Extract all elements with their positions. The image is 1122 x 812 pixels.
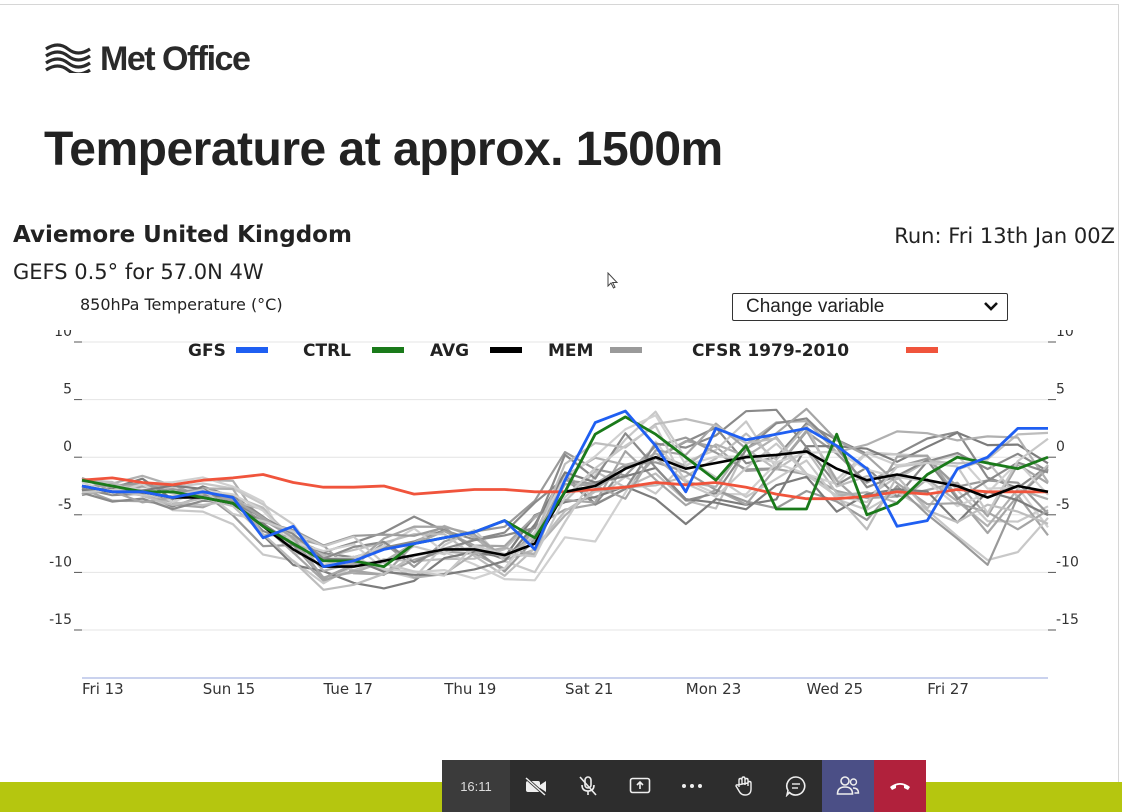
mem-series-line: [81, 435, 1049, 579]
legend-label: MEM: [548, 341, 593, 361]
y-tick-label-left: 5: [63, 382, 72, 398]
location-title: Aviemore United Kingdom: [13, 222, 352, 248]
y-tick-label-left: 0: [63, 439, 72, 455]
variable-label: 850hPa Temperature (°C): [80, 295, 283, 314]
model-label: GEFS 0.5° for 57.0N 4W: [13, 260, 264, 284]
camera-button[interactable]: [510, 760, 562, 812]
share-button[interactable]: [614, 760, 666, 812]
x-tick-label: Sat 21: [565, 680, 613, 698]
change-variable-select[interactable]: Change variable: [732, 293, 1008, 321]
right-border: [1118, 4, 1119, 784]
slide-title: Temperature at approx. 1500m: [44, 123, 723, 176]
top-border: [0, 4, 1118, 5]
legend-swatch: [610, 347, 642, 353]
y-tick-label-left: 10: [54, 330, 72, 340]
mem-series-line: [81, 440, 1049, 582]
y-tick-label-right: 10: [1056, 330, 1074, 340]
mic-off-icon: [579, 776, 597, 796]
x-tick-label: Fri 27: [927, 680, 969, 698]
y-tick-label-right: -15: [1056, 612, 1079, 628]
share-screen-icon: [629, 777, 651, 794]
chat-icon: [785, 776, 806, 797]
y-tick-label-right: -10: [1056, 554, 1079, 570]
hang-up-icon: [890, 783, 910, 790]
legend-swatch: [372, 347, 404, 353]
run-label: Run: Fri 13th Jan 00Z: [894, 224, 1115, 248]
legend-label: CFSR 1979-2010: [692, 341, 849, 361]
people-button[interactable]: [822, 760, 874, 812]
raise-hand-button[interactable]: [718, 760, 770, 812]
legend-swatch: [236, 347, 268, 353]
legend-swatch: [490, 347, 522, 353]
met-office-waves-icon: [44, 41, 92, 78]
ensemble-chart: 10 10 5 5 0 0 -5 -5 -10 -10 -15 -15 Fri 13 Sun 15 Tue …: [49, 330, 1079, 698]
x-tick-label: Tue 17: [323, 680, 373, 698]
y-tick-label-left: -10: [49, 554, 72, 570]
legend-label: AVG: [430, 341, 469, 361]
mouse-cursor-icon: [607, 271, 619, 295]
mem-series-line: [81, 407, 1049, 580]
y-tick-label-right: 0: [1056, 439, 1065, 455]
call-time: 16:11: [442, 760, 510, 812]
x-tick-label: Fri 13: [82, 680, 124, 698]
x-tick-label: Mon 23: [686, 680, 741, 698]
gfs-series-line: [81, 409, 1048, 569]
mem-series-line: [81, 424, 1049, 577]
chat-button[interactable]: [770, 760, 822, 812]
more-button[interactable]: [666, 760, 718, 812]
y-tick-label-left: -15: [49, 612, 72, 628]
mem-series-line: [81, 417, 1049, 591]
chevron-down-icon: [983, 298, 999, 320]
legend-label: CTRL: [303, 341, 351, 361]
people-icon: [836, 776, 860, 795]
x-tick-label: Wed 25: [807, 680, 864, 698]
select-value: Change variable: [746, 296, 885, 317]
mic-button[interactable]: [562, 760, 614, 812]
y-tick-label-right: -5: [1056, 497, 1070, 513]
x-tick-label: Sun 15: [203, 680, 255, 698]
logo-text: Met Office: [100, 40, 251, 78]
legend-swatch: [906, 347, 938, 353]
raise-hand-icon: [735, 776, 752, 796]
hang-up-button[interactable]: [874, 760, 926, 812]
legend-label: GFS: [188, 341, 226, 361]
y-tick-label-left: -5: [58, 497, 72, 513]
camera-off-icon: [524, 776, 547, 796]
x-tick-label: Thu 19: [443, 680, 496, 698]
more-icon: [682, 784, 702, 788]
y-tick-label-right: 5: [1056, 382, 1065, 398]
met-office-logo: Met Office: [44, 40, 251, 79]
meeting-toolbar: 16:11: [442, 760, 926, 812]
